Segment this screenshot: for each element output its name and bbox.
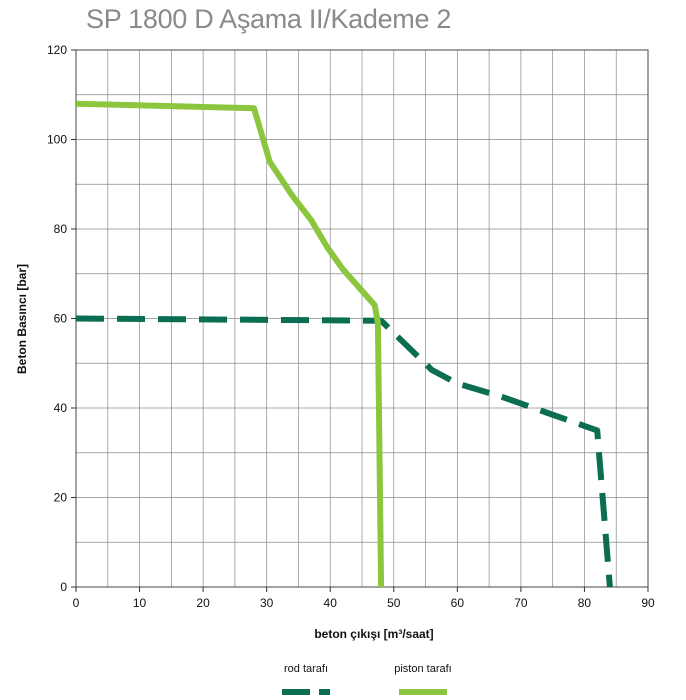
series-line-rod xyxy=(75,315,613,588)
legend: rod tarafı piston tarafı xyxy=(282,663,452,695)
series-layer xyxy=(75,100,613,588)
x-tick-label: 90 xyxy=(641,596,655,610)
x-axis-label: beton çıkışı [m³/saat] xyxy=(314,627,433,641)
legend-label-piston: piston tarafı xyxy=(394,663,451,675)
y-tick-label: 60 xyxy=(54,312,68,326)
y-tick-label: 100 xyxy=(47,133,67,147)
chart-title: SP 1800 D Aşama II/Kademe 2 xyxy=(86,4,452,34)
x-tick-label: 20 xyxy=(196,596,210,610)
y-axis-label: Beton Basıncı [bar] xyxy=(15,264,29,374)
y-tick-label: 80 xyxy=(54,222,68,236)
series-line-piston xyxy=(75,100,385,588)
x-tick-label: 70 xyxy=(514,596,528,610)
x-tick-label: 80 xyxy=(578,596,592,610)
x-tick-label: 10 xyxy=(133,596,147,610)
x-tick-label: 40 xyxy=(324,596,338,610)
x-tick-label: 30 xyxy=(260,596,274,610)
x-tick-label: 60 xyxy=(451,596,465,610)
y-tick-label: 0 xyxy=(60,580,67,594)
y-tick-label: 120 xyxy=(47,43,67,57)
x-tick-label: 0 xyxy=(73,596,80,610)
y-tick-label: 40 xyxy=(54,401,68,415)
y-tick-label: 20 xyxy=(54,491,68,505)
y-axis-ticks: 0 20 40 60 80 100 120 xyxy=(47,43,76,594)
x-tick-label: 50 xyxy=(387,596,401,610)
x-axis-ticks: 0 10 20 30 40 50 60 70 80 90 xyxy=(73,587,655,610)
legend-label-rod: rod tarafı xyxy=(284,663,328,675)
